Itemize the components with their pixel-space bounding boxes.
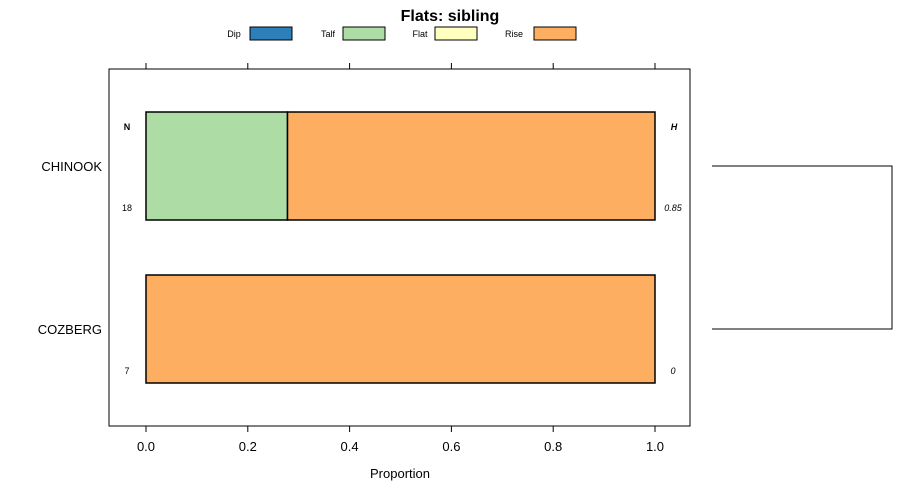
legend-swatch-rise (533, 26, 577, 41)
legend-label-rise: Rise (505, 29, 523, 39)
x-axis: 0.0 0.2 0.4 0.6 0.8 1.0 (137, 63, 664, 454)
legend-swatch-dip (249, 26, 293, 41)
x-tick-label: 0.0 (137, 439, 155, 454)
chart-title: Flats: sibling (401, 8, 500, 25)
n-value-cozberg: 7 (124, 366, 129, 376)
x-tick-label: 0.4 (341, 439, 359, 454)
bar-chinook-rise (286, 111, 656, 221)
h-header: H (671, 122, 678, 132)
legend-swatch-talf (342, 26, 386, 41)
h-value-cozberg: 0 (670, 366, 675, 376)
x-tick-label: 0.6 (442, 439, 460, 454)
bar-cozberg-rise (145, 274, 656, 384)
n-header: N (124, 122, 131, 132)
legend-label-dip: Dip (227, 29, 241, 39)
bar-chinook-talf (145, 111, 289, 221)
category-label-chinook: CHINOOK (41, 159, 102, 174)
category-label-cozberg: COZBERG (38, 322, 102, 337)
legend: Dip Talf Flat Rise (227, 26, 577, 41)
bars (145, 111, 656, 384)
x-tick-label: 0.8 (544, 439, 562, 454)
legend-label-flat: Flat (412, 29, 428, 39)
x-tick-label: 0.2 (239, 439, 257, 454)
x-tick-label: 1.0 (646, 439, 664, 454)
x-axis-label: Proportion (370, 466, 430, 481)
dendrogram (712, 165, 893, 330)
category-labels: CHINOOK 18 0.85 COZBERG 7 0 (38, 159, 683, 376)
plot-frame (108, 68, 691, 427)
legend-label-talf: Talf (321, 29, 336, 39)
n-value-chinook: 18 (122, 203, 132, 213)
legend-swatch-flat (434, 26, 478, 41)
h-value-chinook: 0.85 (664, 203, 683, 213)
